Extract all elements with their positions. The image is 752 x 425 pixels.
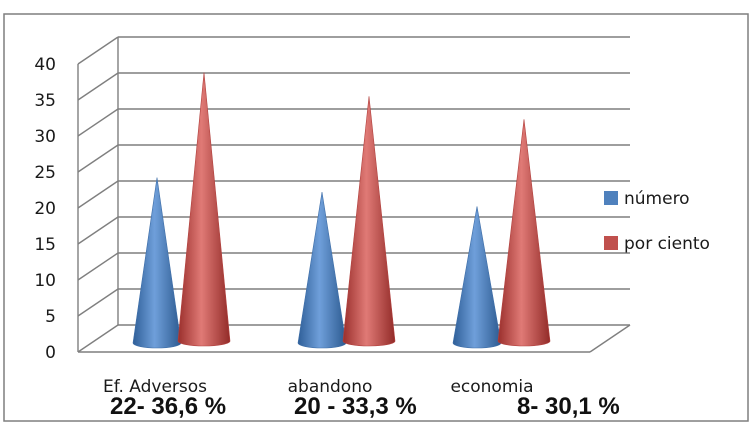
cone-numero xyxy=(452,206,502,349)
cone-por-ciento xyxy=(177,72,231,347)
category-label: Ef. Adversos xyxy=(103,377,207,397)
summary-label-abandono: 20 - 33,3 % xyxy=(294,393,417,420)
legend-label: por ciento xyxy=(624,234,710,254)
y-tick-label: 5 xyxy=(45,307,56,327)
y-tick-label: 0 xyxy=(45,343,56,363)
legend-swatch xyxy=(604,191,618,205)
floor-right-edge xyxy=(589,324,631,353)
summary-label-ef-adversos: 22- 36,6 % xyxy=(110,393,227,420)
chart-border xyxy=(3,13,749,422)
side-gridline xyxy=(77,288,119,317)
side-gridline xyxy=(77,252,119,281)
cones-layer xyxy=(132,72,551,349)
y-tick-label: 15 xyxy=(34,235,56,255)
y-tick-label: 40 xyxy=(34,55,56,75)
side-gridline xyxy=(77,144,119,173)
cone-por-ciento xyxy=(342,96,396,347)
legend-swatch xyxy=(604,236,618,250)
legend-label: número xyxy=(624,189,690,209)
side-gridline xyxy=(77,216,119,245)
side-gridline xyxy=(77,324,119,353)
y-tick-label: 35 xyxy=(34,91,56,111)
side-gridline xyxy=(77,108,119,137)
side-gridline xyxy=(77,180,119,209)
labels-layer: 0 5 10 15 20 25 30 35 40 Ef. Adversos abandono econ… xyxy=(34,55,533,397)
category-label: abandono xyxy=(288,377,373,397)
summary-label-economia: 8- 30,1 % xyxy=(517,393,620,420)
y-tick-label: 20 xyxy=(34,199,56,219)
y-tick-label: 25 xyxy=(34,163,56,183)
y-tick-label: 30 xyxy=(34,127,56,147)
side-gridline xyxy=(77,72,119,101)
cone-por-ciento xyxy=(497,119,551,347)
side-gridline xyxy=(77,36,119,65)
y-tick-label: 10 xyxy=(34,271,56,291)
cone-numero xyxy=(132,177,182,349)
cone-numero xyxy=(297,191,347,349)
legend: número por ciento xyxy=(604,189,710,254)
category-label: economia xyxy=(450,377,533,397)
